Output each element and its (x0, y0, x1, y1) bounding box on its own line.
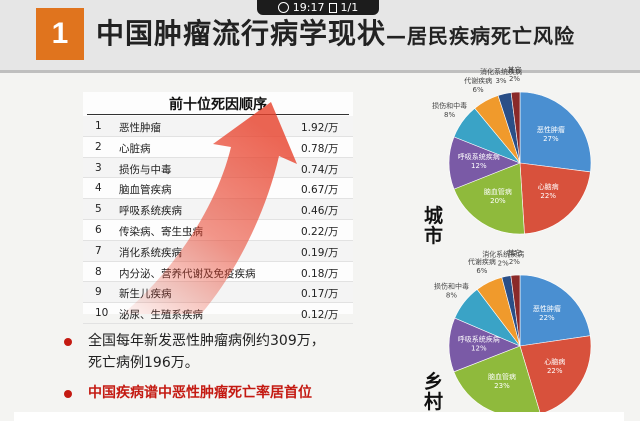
pie-slice (519, 91, 592, 173)
table-cell-rank: 8 (95, 265, 102, 278)
divider (0, 70, 640, 73)
status-page: 1/1 (340, 1, 359, 14)
bullet-item-highlight: 中国疾病谱中恶性肿瘤死亡率居首位 (60, 382, 390, 404)
pie-label: 呼吸系统疾病 12% (458, 334, 500, 352)
pie-slice (510, 91, 521, 164)
status-bar: 19:17 1/1 (257, 0, 379, 15)
table-cell-rank: 10 (95, 307, 109, 320)
table-cell-value: 0.78/万 (301, 142, 339, 155)
page-icon (328, 2, 337, 13)
pie-label: 代谢疾病 6% (468, 257, 496, 275)
bullet-text-1: 全国每年新发恶性肿瘤病例约309万， (88, 333, 325, 349)
pie-slice (519, 335, 592, 415)
table-cell-rank: 1 (95, 120, 102, 132)
section-number: 1 (36, 8, 84, 60)
pie-label: 损伤和中毒 8% (434, 281, 469, 299)
title-subtitle: —居民疾病死亡风险 (386, 24, 576, 48)
label-city: 城市 (424, 205, 444, 247)
table-cell-rank: 6 (95, 223, 102, 236)
table-cell-rank: 9 (95, 286, 102, 299)
table-cell-rank: 4 (95, 182, 102, 195)
bullet-text-1b: 死亡病例196万。 (88, 355, 199, 371)
pie-slice (519, 162, 591, 235)
pie-label: 心脑病 22% (544, 357, 565, 375)
bullet-text-2: 中国疾病谱中恶性肿瘤死亡率居首位 (88, 385, 312, 401)
page-title: 中国肿瘤流行病学现状—居民疾病死亡风险 (96, 12, 575, 52)
pie-label: 恶性肿瘤 22% (533, 304, 561, 322)
pie-slice (510, 274, 521, 347)
pie-slice (519, 274, 591, 347)
bullet-item: 全国每年新发恶性肿瘤病例约309万， 死亡病例196万。 (60, 330, 390, 374)
table-cell-value: 0.19/万 (301, 246, 339, 259)
pie-label: 恶性肿瘤 27% (537, 125, 565, 143)
pie-label: 脑血管病 23% (488, 372, 516, 390)
table-cell-rank: 2 (95, 140, 102, 153)
bottom-bar (14, 412, 624, 421)
table-cell-value: 0.74/万 (301, 163, 339, 176)
pie-label: 代谢疾病 6% (464, 76, 492, 94)
label-rural: 乡村 (424, 371, 444, 413)
pie-label: 心脑病 22% (538, 182, 559, 200)
clock-icon (277, 2, 289, 13)
table-cell-value: 0.18/万 (301, 267, 339, 280)
pie-label: 其它 2% (507, 248, 521, 266)
pie-label: 其它 2% (508, 65, 522, 83)
pie-label: 消化系统疾病 3% (480, 67, 522, 85)
table-cell-rank: 7 (95, 244, 102, 257)
pie-label: 脑血管病 20% (484, 187, 512, 205)
table-cell-rank: 5 (95, 203, 102, 216)
pie-label: 消化系统疾病 2% (482, 250, 524, 268)
table-cell-value: 0.12/万 (301, 309, 339, 322)
pie-slice (453, 162, 525, 235)
table-cell-value: 0.17/万 (301, 288, 339, 301)
bullet-dot (64, 390, 72, 398)
bullet-dot (64, 338, 72, 346)
table-cell-value: 0.22/万 (301, 225, 339, 238)
pie-label: 呼吸系统疾病 12% (458, 152, 500, 170)
table-cell-value: 1.92/万 (301, 122, 339, 134)
pie-label: 损伤和中毒 8% (432, 101, 467, 119)
table-cell-rank: 3 (95, 161, 102, 174)
status-time: 19:17 (292, 1, 325, 14)
table-cell-value: 0.67/万 (301, 184, 339, 197)
title-main: 中国肿瘤流行病学现状 (96, 17, 387, 50)
bullet-list: 全国每年新发恶性肿瘤病例约309万， 死亡病例196万。 中国疾病谱中恶性肿瘤死… (60, 330, 390, 404)
table-cell-value: 0.46/万 (301, 205, 339, 218)
